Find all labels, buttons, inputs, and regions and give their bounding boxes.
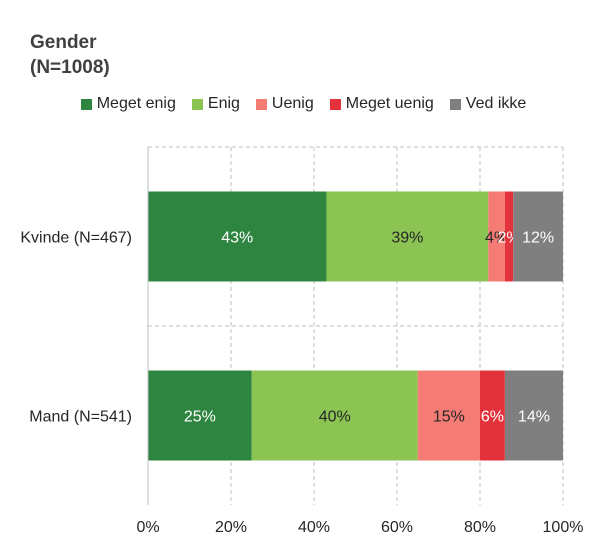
data-label: 15%	[433, 409, 465, 426]
bar-segment	[148, 370, 252, 461]
category-label: Mand (N=541)	[29, 409, 132, 426]
x-tick-label: 80%	[464, 519, 496, 536]
legend-item-0: Meget enig	[80, 95, 176, 113]
bar-segment	[504, 191, 514, 282]
legend-swatch	[329, 98, 341, 110]
legend-swatch	[191, 98, 203, 110]
x-tick-label: 60%	[381, 519, 413, 536]
category-label: Kvinde (N=467)	[20, 230, 132, 247]
legend-label: Uenig	[271, 95, 314, 112]
data-label: 6%	[481, 409, 504, 426]
bar-segment	[480, 370, 505, 461]
legend-swatch	[255, 98, 267, 110]
chart-title: Gender (N=1008)	[30, 32, 110, 78]
bar-segment	[148, 191, 327, 282]
chart-legend: Meget enig Enig Uenig Meget uenig Ved ikke	[0, 95, 607, 113]
bar-segment	[251, 370, 418, 461]
data-label: 4%	[485, 230, 508, 247]
data-label: 39%	[391, 230, 423, 247]
legend-label: Meget enig	[96, 95, 176, 112]
x-tick-label: 20%	[215, 519, 247, 536]
legend-label: Ved ikke	[465, 95, 527, 112]
legend-label: Enig	[207, 95, 240, 112]
bar-segment	[417, 370, 480, 461]
data-label: 12%	[522, 230, 554, 247]
legend-item-3: Meget uenig	[329, 95, 434, 113]
legend-item-2: Uenig	[255, 95, 314, 113]
legend-swatch	[80, 98, 92, 110]
x-tick-label: 40%	[298, 519, 330, 536]
legend-item-1: Enig	[191, 95, 240, 113]
x-tick-label: 0%	[136, 519, 159, 536]
x-tick-label: 100%	[543, 519, 584, 536]
bar-segment	[488, 191, 505, 282]
data-label: 25%	[184, 409, 216, 426]
bar-segment	[326, 191, 489, 282]
bar-segment	[504, 370, 563, 461]
bar-segment	[513, 191, 563, 282]
legend-item-4: Ved ikke	[449, 95, 527, 113]
legend-label: Meget uenig	[345, 95, 434, 112]
data-label: 43%	[221, 230, 253, 247]
data-label: 14%	[518, 409, 550, 426]
data-label: 40%	[319, 409, 351, 426]
legend-swatch	[449, 98, 461, 110]
